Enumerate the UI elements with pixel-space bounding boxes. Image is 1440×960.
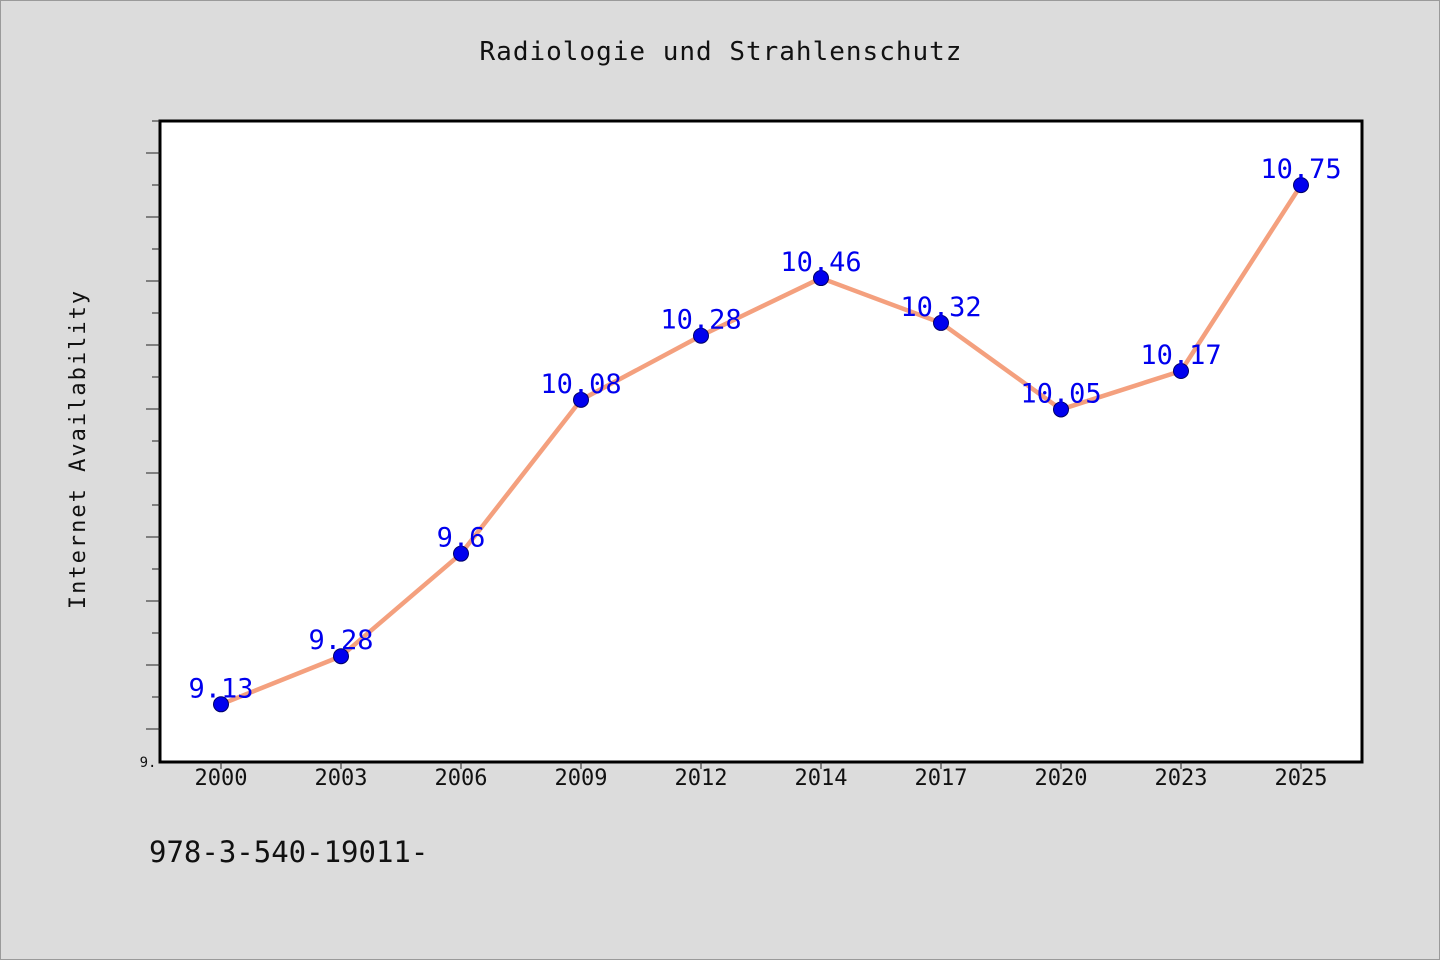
data-label: 9.6 (437, 523, 486, 554)
plot-area (158, 119, 1364, 764)
data-label: 10.05 (1020, 378, 1101, 409)
data-point (1053, 401, 1069, 418)
data-point (453, 545, 469, 562)
series-layer: 9.13 9.28 9.6 10.08 10.28 10.46 10.32 10.05 10.1… (188, 154, 1342, 713)
data-label: 9.13 (188, 673, 253, 704)
chart-title: Radiologie und Strahlenschutz (479, 37, 963, 67)
x-tick-label: 2014 (795, 766, 848, 791)
data-point (1293, 177, 1309, 194)
x-tick-label: 2025 (1275, 766, 1328, 791)
footer-code: 978-3-540-19011- (149, 835, 429, 869)
data-label: 10.32 (900, 292, 981, 323)
x-tick-label: 2020 (1035, 766, 1088, 791)
x-tick-label: 2000 (195, 766, 248, 791)
data-label: 9.28 (308, 625, 373, 656)
x-axis-ticks: 2000 2003 2006 2009 2012 2014 2017 2020 2023 2025 (195, 762, 1328, 791)
data-label: 10.08 (540, 369, 621, 400)
data-point (333, 648, 349, 665)
x-tick-label: 2003 (315, 766, 368, 791)
data-label: 10.46 (780, 247, 861, 278)
y-axis-ticks: 9. (140, 120, 160, 771)
data-point (573, 391, 589, 408)
data-label: 10.17 (1140, 340, 1221, 371)
data-point (1173, 362, 1189, 379)
y-axis-label: Internet Availability (66, 289, 91, 609)
data-label: 10.28 (660, 305, 741, 336)
x-tick-label: 2023 (1155, 766, 1208, 791)
data-point (813, 270, 829, 287)
series-line (218, 182, 1304, 707)
x-tick-label: 2006 (435, 766, 488, 791)
x-tick-label: 2012 (675, 766, 728, 791)
x-tick-label: 2009 (555, 766, 608, 791)
data-point (693, 327, 709, 344)
data-point (213, 696, 229, 713)
y-tick-label: 9. (140, 755, 157, 771)
data-point (933, 314, 949, 331)
data-label: 10.75 (1260, 154, 1341, 185)
x-tick-label: 2017 (915, 766, 968, 791)
